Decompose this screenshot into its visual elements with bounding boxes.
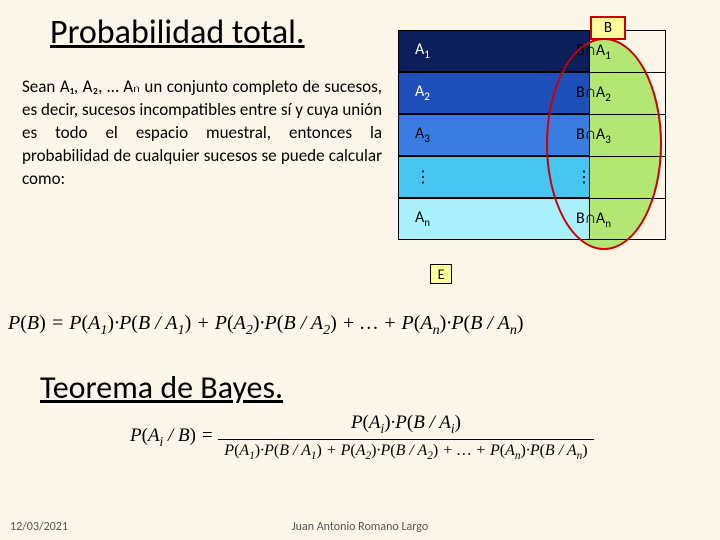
partition-row: A1 — [398, 30, 590, 72]
intersection-label: B∩A2 — [576, 83, 611, 104]
partition-row-label: An — [415, 208, 430, 229]
intersection-label: B∩An — [576, 209, 611, 230]
partition-row: A2 — [398, 72, 590, 114]
partition-row-label: A3 — [415, 124, 430, 145]
partition-rows: A1 B∩A1 A2 B∩A2 A3 B∩A3 ⋮ ⋮ An B∩An — [398, 30, 666, 240]
partition-diagram: A1B∩A1A2B∩A2A3B∩A3⋮⋮AnB∩An B — [398, 30, 666, 260]
footer-date: 12/03/2021 — [10, 520, 68, 534]
partition-row: An — [398, 198, 590, 240]
sample-space-label: E — [430, 264, 452, 284]
total-probability-formula: P(B) = P(A1)·P(B / A1) + P(A2)·P(B / A2)… — [8, 312, 524, 339]
partition-row-label: A1 — [415, 40, 430, 61]
intro-paragraph: Sean A₁, A₂, … Aₙ un conjunto completo d… — [22, 76, 382, 191]
b-label-box: B — [590, 16, 626, 40]
row-divider — [590, 114, 666, 115]
footer-author: Juan Antonio Romano Largo — [292, 520, 428, 534]
intersection-label: B∩A1 — [576, 41, 611, 62]
partition-row-label: A2 — [415, 82, 430, 103]
partition-row: A3 — [398, 114, 590, 156]
row-divider — [590, 198, 666, 199]
bayes-formula: P(Ai / B) = P(Ai)·P(B / Ai)P(A1)·P(B / A… — [130, 412, 594, 462]
row-divider — [590, 156, 666, 157]
intersection-label: B∩A3 — [576, 125, 611, 146]
page-title: Probabilidad total. — [50, 12, 305, 53]
partition-row: ⋮ — [398, 156, 590, 198]
bayes-title: Teorema de Bayes. — [40, 368, 283, 407]
partition-row-label: ⋮ — [415, 167, 431, 187]
intersection-label: ⋮ — [576, 167, 592, 187]
row-divider — [590, 72, 666, 73]
